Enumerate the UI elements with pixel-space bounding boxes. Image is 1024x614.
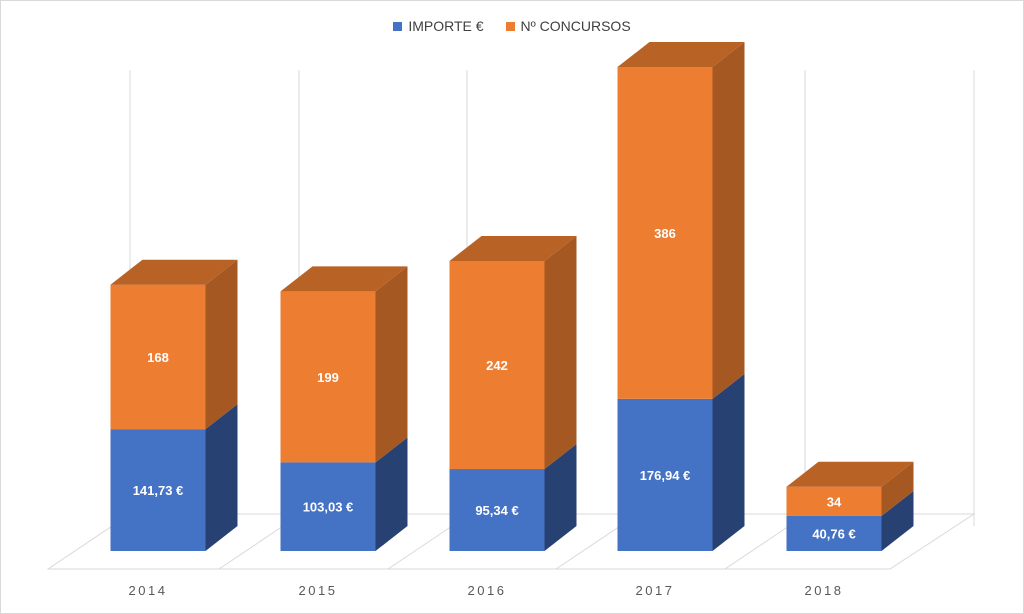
- data-label-2018-concursos: 34: [827, 494, 842, 509]
- bar-2014-importe: [110, 429, 206, 551]
- chart-legend: IMPORTE € Nº CONCURSOS: [0, 18, 1024, 34]
- bar-2018-concursos: [786, 486, 882, 516]
- bar-2014-concursos-side: [205, 259, 238, 430]
- legend-item-importe: IMPORTE €: [393, 18, 484, 34]
- bar-2017-concursos-side: [712, 42, 745, 399]
- data-label-2015-concursos: 199: [317, 370, 339, 385]
- data-label-2014-concursos: 168: [147, 350, 169, 365]
- bar-2015-importe-side: [375, 437, 408, 551]
- data-label-2018-importe: 40,76 €: [812, 526, 855, 541]
- data-label-2014-importe: 141,73 €: [133, 483, 184, 498]
- data-label-2017-concursos: 386: [654, 226, 676, 241]
- bar-2016-importe-side: [544, 444, 577, 551]
- bar-2017-concursos-top: [617, 42, 745, 67]
- bar-2016-concursos: [449, 260, 545, 470]
- bar-2017-importe: [617, 398, 713, 551]
- bar-2018-importe-side: [881, 490, 914, 551]
- bar-2015-concursos: [280, 291, 376, 463]
- data-label-2016-importe: 95,34 €: [475, 503, 518, 518]
- bar-2014-concursos: [110, 284, 206, 430]
- legend-swatch-importe: [393, 21, 403, 31]
- legend-label-importe: IMPORTE €: [408, 18, 484, 34]
- bar-2014-concursos-top: [110, 259, 238, 285]
- data-label-2017-importe: 176,94 €: [640, 468, 691, 483]
- bar-2015-concursos-top: [280, 266, 408, 292]
- bar-2016-concursos-side: [544, 235, 577, 470]
- x-tick-label-2015: 2015: [299, 583, 338, 598]
- x-tick-label-2018: 2018: [805, 583, 844, 598]
- bar-2015-concursos-side: [375, 266, 408, 463]
- data-label-2015-importe: 103,03 €: [303, 500, 354, 515]
- bar-2018-concursos-top: [786, 461, 914, 487]
- legend-label-concursos: Nº CONCURSOS: [520, 18, 631, 34]
- x-tick-label-2014: 2014: [129, 583, 168, 598]
- bar-2016-importe: [449, 469, 545, 551]
- x-tick-label-2016: 2016: [468, 583, 507, 598]
- bar-2016-concursos-top: [449, 235, 577, 261]
- bar-2015-importe: [280, 462, 376, 551]
- bar-2018-importe: [786, 515, 882, 551]
- data-label-2016-concursos: 242: [486, 358, 508, 373]
- bar-2017-importe-side: [712, 373, 745, 551]
- legend-swatch-concursos: [505, 21, 515, 31]
- bar-2018-concursos-side: [881, 461, 914, 516]
- bar-2014-importe-side: [205, 404, 238, 551]
- bar-2017-concursos: [617, 67, 713, 399]
- legend-item-concursos: Nº CONCURSOS: [505, 18, 631, 34]
- x-tick-label-2017: 2017: [636, 583, 675, 598]
